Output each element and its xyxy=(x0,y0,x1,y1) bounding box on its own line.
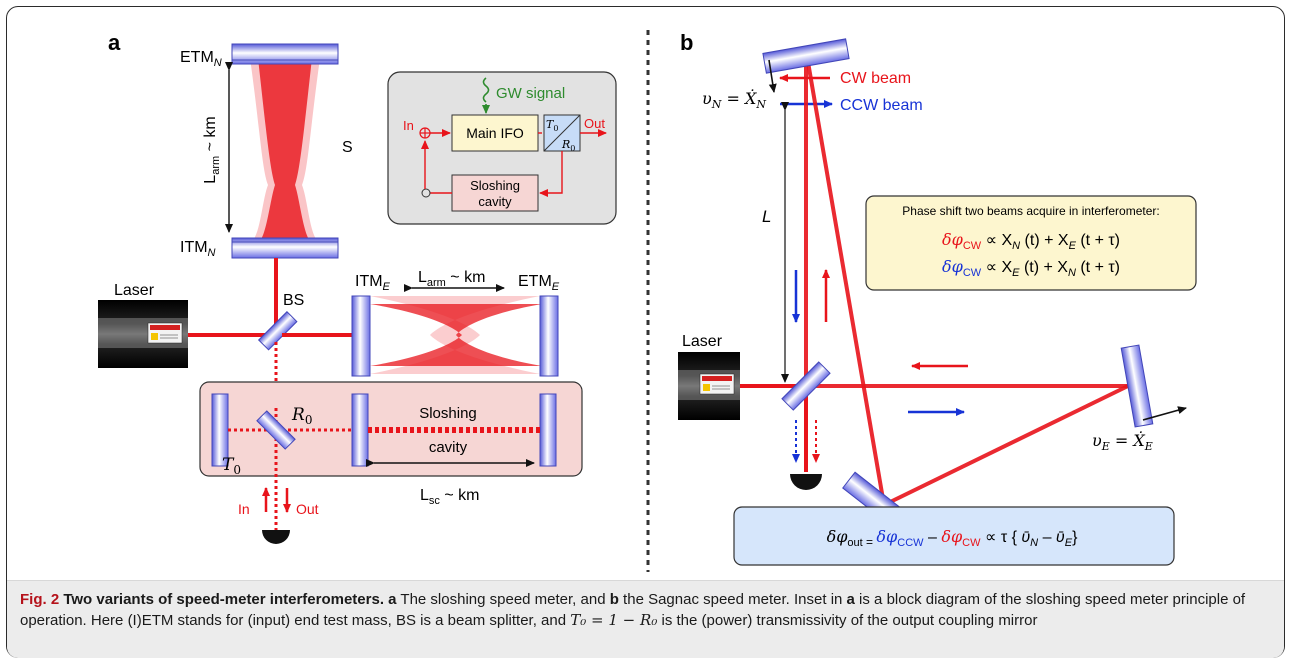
sloshing-block-label-2: cavity xyxy=(478,194,512,209)
gw-wiggle xyxy=(482,77,490,103)
v-e-arrow xyxy=(1142,406,1187,421)
figure-caption: Fig. 2 Two variants of speed-meter inter… xyxy=(20,590,1270,631)
slosh-beam-splitter xyxy=(256,410,296,450)
slosh-etm-mirror xyxy=(539,393,557,467)
figure-diagram: a ETMN ITMN Larm ~ km S Laser BS ITME ET… xyxy=(98,30,1197,572)
sloshing-block-label-1: Sloshing xyxy=(470,178,520,193)
caption-band xyxy=(7,580,1284,658)
itm-n-label: ITMN xyxy=(180,239,216,259)
inset-out-label: Out xyxy=(584,116,605,131)
sagnac-return-beam xyxy=(883,384,1129,507)
caption-fig-label: Fig. 2 xyxy=(20,591,60,608)
output-eq: δφout = δφCCW – δφCW ∝ τ { ῡN – ῡE} xyxy=(827,527,1078,549)
caption-a2: a xyxy=(846,591,855,608)
laser-b-label: Laser xyxy=(682,333,723,350)
photodetector-b xyxy=(790,474,822,490)
sloshing-block xyxy=(451,174,539,212)
slosh-label-2: cavity xyxy=(429,439,468,456)
panel-b-label: b xyxy=(680,30,693,55)
gw-signal-label: GW signal xyxy=(496,85,565,102)
photodetector-a xyxy=(262,530,290,544)
inset-r0: R0 xyxy=(561,138,575,153)
inset-t0: T0 xyxy=(546,118,558,133)
panel-a-label: a xyxy=(108,30,121,55)
cw-legend-label: CW beam xyxy=(840,70,911,87)
laser-a xyxy=(98,300,188,368)
inset-block-diagram: GW signal Main IFO T0 R0 In Out Sloshing… xyxy=(387,71,617,225)
phase-eq-2: δφCW ∝ XE (t) + XN (t + τ) xyxy=(942,257,1120,279)
slosh-itm-mirror xyxy=(351,393,369,467)
itm-n-mirror xyxy=(231,237,339,259)
l-label: L xyxy=(762,207,771,226)
phase-eq-1: δφCW ∝ XN (t) + XE (t + τ) xyxy=(942,230,1120,252)
phase-shift-title: Phase shift two beams acquire in interfe… xyxy=(902,204,1159,218)
etm-n-mirror xyxy=(231,43,339,65)
caption-text-2: the Sagnac speed meter. Inset in xyxy=(618,591,847,608)
caption-b: b xyxy=(609,591,619,608)
output-eq-box xyxy=(733,506,1175,566)
l-arm-horizontal-label: Larm ~ km xyxy=(418,269,485,289)
s-label: S xyxy=(342,139,353,156)
itm-e-label: ITME xyxy=(355,273,391,293)
horizontal-arm-beam xyxy=(370,304,542,366)
itm-e-mirror xyxy=(351,295,371,377)
l-arm-vertical-label: Larm ~ km xyxy=(202,116,222,183)
mirror-e xyxy=(1120,344,1154,428)
l-sc-label: Lsc ~ km xyxy=(420,487,479,507)
r0-label: R0 xyxy=(291,405,312,427)
slosh-label-1: Sloshing xyxy=(419,405,477,422)
v-n-label: υN = ẊN xyxy=(702,88,766,111)
beam-splitter-b xyxy=(781,361,831,411)
horizontal-arm-beam-glow xyxy=(370,296,540,374)
main-ifo-label: Main IFO xyxy=(466,125,524,141)
caption-text-1: The sloshing speed meter, and xyxy=(396,591,610,608)
etm-e-mirror xyxy=(539,295,559,377)
out-label: Out xyxy=(296,501,319,517)
caption-title: Two variants of speed-meter interferomet… xyxy=(59,591,384,608)
mirror-n xyxy=(762,38,850,74)
etm-e-label: ETME xyxy=(518,273,560,293)
in-label: In xyxy=(238,501,250,517)
phase-shift-box xyxy=(865,195,1197,291)
v-e-label: υE = ẊE xyxy=(1092,430,1153,453)
bs-label: BS xyxy=(283,292,304,309)
vertical-arm-beam xyxy=(258,58,312,242)
laser-a-label: Laser xyxy=(114,282,155,299)
caption-text-3: is a block diagram of the sloshing speed… xyxy=(20,591,1246,629)
ccw-legend-label: CCW beam xyxy=(840,97,923,114)
etm-n-label: ETMN xyxy=(180,49,222,69)
v-n-arrow xyxy=(768,59,777,93)
sagnac-diagonal-beam xyxy=(806,61,886,506)
caption-a: a xyxy=(384,591,397,608)
inset-in-label: In xyxy=(403,118,414,133)
laser-b xyxy=(678,352,740,420)
caption-text-4: is the (power) transmissivity of the out… xyxy=(657,612,1038,629)
t0-label: T0 xyxy=(222,455,241,477)
caption-formula: T₀ = 1 − R₀ xyxy=(570,611,658,629)
